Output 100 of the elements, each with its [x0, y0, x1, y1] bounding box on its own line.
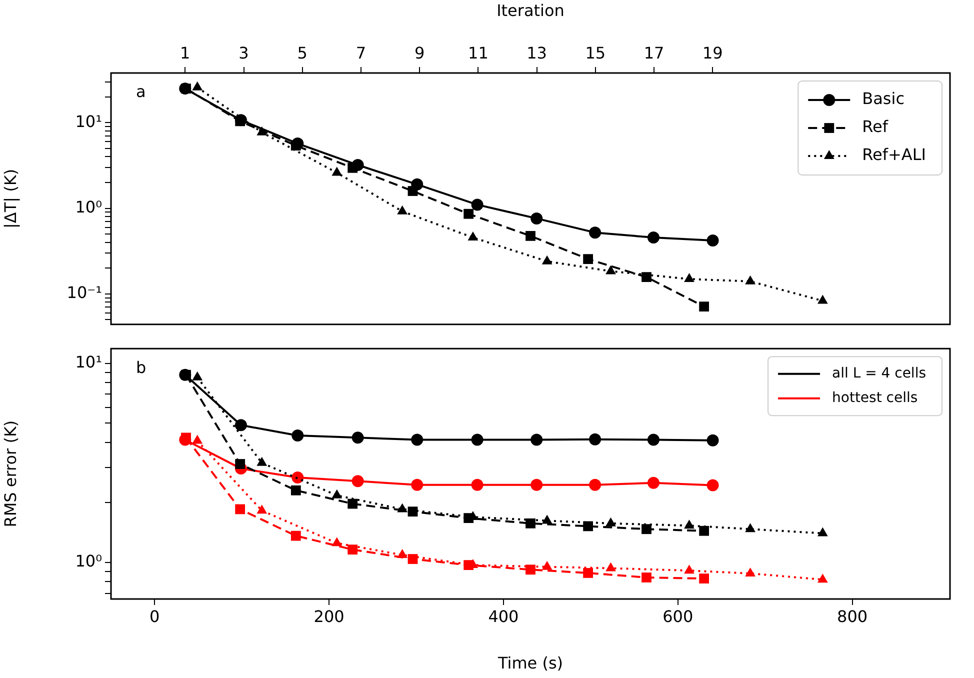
- point: [642, 524, 652, 534]
- y-tick-label: 10¹: [75, 352, 102, 372]
- x2-tick-label: 19: [702, 44, 723, 63]
- point: [397, 205, 408, 214]
- y-tick-label: 10¹: [75, 112, 102, 131]
- point: [647, 232, 660, 244]
- point: [348, 498, 358, 509]
- point: [464, 560, 474, 570]
- point: [684, 564, 694, 574]
- point: [530, 478, 543, 491]
- point: [530, 212, 543, 224]
- point: [290, 485, 301, 496]
- point: [583, 254, 594, 264]
- point: [745, 523, 756, 532]
- annotation: a: [136, 82, 146, 102]
- point: [256, 504, 268, 514]
- point: [471, 434, 484, 446]
- x-tick-label: 200: [314, 606, 344, 626]
- point: [411, 434, 424, 446]
- point: [706, 434, 719, 446]
- point: [464, 513, 474, 524]
- x2-axis-title: Iteration: [496, 0, 564, 20]
- point: [745, 567, 756, 576]
- point: [817, 294, 828, 304]
- point: [348, 544, 358, 555]
- point: [542, 255, 552, 264]
- point: [290, 530, 301, 541]
- x-axis-title: Time (s): [496, 654, 564, 673]
- point: [706, 479, 719, 492]
- x-tick-label: 600: [662, 606, 694, 626]
- annotation: b: [136, 358, 146, 377]
- point: [583, 521, 594, 532]
- point: [234, 419, 247, 432]
- point: [589, 226, 602, 239]
- y-tick-label: 10⁻¹: [66, 283, 102, 302]
- x2-tick-label: 17: [644, 44, 664, 63]
- point: [642, 272, 652, 282]
- point: [192, 434, 203, 444]
- point: [526, 564, 536, 575]
- point: [256, 456, 268, 466]
- point: [235, 504, 246, 514]
- legend-label: hottest cells: [832, 390, 918, 406]
- x2-tick-label: 9: [414, 44, 425, 63]
- y-tick-label: 10⁰: [75, 552, 102, 571]
- point: [699, 574, 710, 584]
- point: [292, 138, 304, 150]
- point: [684, 273, 694, 282]
- point: [530, 434, 543, 446]
- point: [408, 506, 418, 517]
- point: [471, 478, 484, 491]
- x2-tick-label: 13: [526, 44, 547, 63]
- point: [352, 475, 364, 488]
- point: [642, 572, 652, 582]
- point: [471, 198, 484, 211]
- point: [411, 178, 424, 190]
- x2-tick-label: 15: [585, 44, 606, 63]
- legend-label: Ref+ALI: [862, 145, 926, 164]
- point: [468, 232, 478, 241]
- legend-label: all L = 4 cells: [832, 365, 926, 382]
- y-axis-title: |ΔT| (K): [0, 168, 20, 228]
- point: [606, 265, 616, 274]
- point: [352, 432, 364, 444]
- legend-label: Basic: [862, 89, 904, 108]
- x2-tick-label: 1: [180, 44, 190, 63]
- point: [292, 429, 304, 442]
- x-tick-label: 0: [150, 606, 160, 626]
- point: [606, 562, 616, 572]
- point: [706, 234, 719, 247]
- x2-tick-label: 3: [238, 44, 249, 63]
- point: [647, 476, 660, 489]
- point: [408, 554, 418, 564]
- y-tick-label: 10⁰: [75, 197, 102, 216]
- point: [684, 520, 694, 529]
- x-tick-label: 400: [488, 606, 519, 626]
- point: [745, 275, 756, 284]
- x-tick-label: 800: [837, 606, 868, 626]
- point: [647, 434, 660, 446]
- point: [542, 560, 552, 570]
- point: [699, 526, 710, 536]
- point: [464, 208, 474, 219]
- x2-tick-label: 7: [356, 44, 366, 63]
- x2-tick-label: 11: [468, 44, 488, 63]
- point: [817, 574, 828, 583]
- point: [699, 302, 710, 312]
- point: [526, 230, 536, 241]
- y-axis-title: RMS error (K): [0, 420, 20, 528]
- point: [292, 471, 304, 484]
- point: [411, 478, 424, 491]
- point: [606, 517, 616, 526]
- legend-label: Ref: [862, 117, 888, 136]
- point: [332, 489, 342, 498]
- point: [589, 433, 602, 446]
- point: [589, 478, 602, 491]
- point: [526, 518, 536, 528]
- point: [332, 166, 342, 176]
- point: [817, 527, 828, 536]
- point: [235, 459, 246, 469]
- point: [542, 514, 552, 524]
- point: [352, 159, 364, 172]
- point: [583, 568, 594, 578]
